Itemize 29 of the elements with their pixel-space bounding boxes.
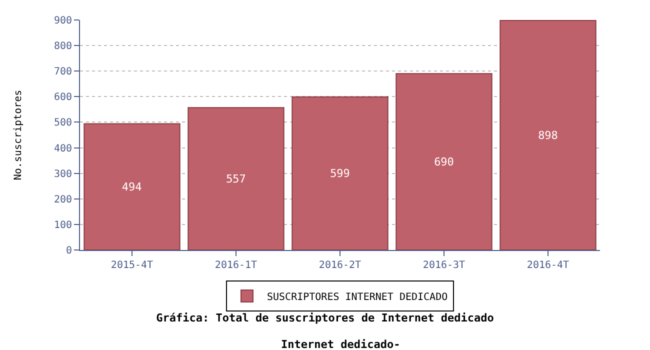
y-tick-label: 200 bbox=[54, 194, 72, 206]
x-tick-label: 2015-4T bbox=[110, 260, 154, 271]
data-label: 599 bbox=[330, 166, 350, 180]
y-tick-label: 300 bbox=[54, 168, 72, 180]
y-tick-label: 800 bbox=[54, 41, 72, 52]
y-tick-label: 900 bbox=[54, 16, 72, 26]
x-tick-label: 2016-4T bbox=[526, 260, 570, 271]
x-tick-label: 2016-3T bbox=[422, 260, 466, 271]
data-label: 690 bbox=[434, 155, 454, 168]
y-tick-label: 100 bbox=[54, 220, 72, 231]
y-tick-label: 600 bbox=[54, 92, 72, 104]
data-label: 898 bbox=[538, 128, 558, 142]
bar bbox=[84, 123, 180, 250]
x-tick-label: 2016-2T bbox=[318, 260, 362, 271]
y-tick-label: 0 bbox=[66, 246, 72, 256]
y-tick-label: 500 bbox=[54, 118, 72, 129]
bar bbox=[396, 73, 492, 250]
y-tick-label: 700 bbox=[54, 66, 72, 78]
legend-label: SUSCRIPTORES INTERNET DEDICADO bbox=[267, 292, 448, 303]
y-tick-label: 400 bbox=[54, 143, 72, 154]
bar bbox=[188, 107, 284, 250]
data-label: 494 bbox=[122, 180, 142, 194]
x-tick-label: 2016-1T bbox=[214, 260, 258, 271]
bar bbox=[292, 96, 388, 250]
text: Gráfica: Total de suscriptores de Internet dedicado bbox=[156, 312, 494, 325]
data-label: 557 bbox=[226, 172, 246, 186]
bar bbox=[500, 20, 596, 250]
y-axis-title: No.suscriptores bbox=[12, 90, 24, 180]
text: Internet dedicado- bbox=[281, 338, 400, 350]
